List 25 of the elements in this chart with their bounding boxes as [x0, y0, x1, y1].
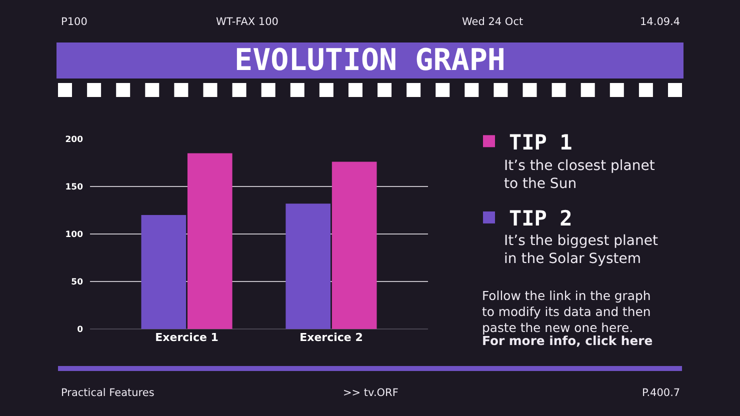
x-tick-label: Exercice 2 [300, 331, 363, 344]
text: 14.09.4 [640, 16, 680, 28]
text: It’s the closest planet to the Sun [504, 158, 656, 192]
bar [332, 162, 377, 329]
text: P100 [61, 16, 88, 28]
text: WT-FAX 100 [216, 16, 278, 28]
y-tick-label: 200 [65, 134, 84, 145]
bar [187, 153, 232, 329]
text: Practical Features [61, 387, 154, 399]
legend-label: TIP 2 [509, 206, 572, 231]
text: >> tv.ORF [343, 387, 398, 399]
y-tick-label: 100 [65, 230, 84, 240]
text: Wed 24 Oct [462, 16, 524, 28]
bar [286, 204, 331, 329]
legend-label: TIP 1 [509, 130, 572, 154]
y-tick-label: 150 [65, 182, 84, 192]
text: Follow the link in the graph to modify its data and then paste the new one here. [482, 288, 651, 336]
y-tick-label: 0 [77, 324, 84, 335]
bar [141, 215, 186, 329]
text: It’s the biggest planet in the Solar System [504, 233, 658, 268]
x-tick-label: Exercice 1 [155, 331, 218, 344]
y-tick-label: 50 [71, 277, 84, 288]
chart-title: EVOLUTION GRAPH [234, 43, 506, 78]
text: P.400.7 [642, 387, 680, 399]
text: For more info, click here [482, 333, 653, 348]
